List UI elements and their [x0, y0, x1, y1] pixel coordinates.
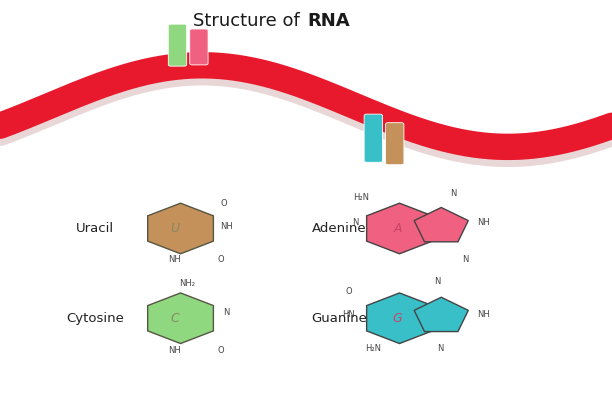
Text: NH₂: NH₂	[179, 279, 195, 288]
Text: N: N	[438, 344, 444, 353]
Text: Uracil: Uracil	[76, 222, 114, 235]
Text: Adenine: Adenine	[312, 222, 367, 235]
Text: RNA: RNA	[307, 12, 350, 30]
FancyBboxPatch shape	[168, 24, 187, 66]
Text: N: N	[223, 308, 230, 317]
Polygon shape	[414, 297, 468, 332]
FancyBboxPatch shape	[190, 29, 208, 65]
Text: U: U	[170, 222, 179, 235]
Text: C: C	[171, 312, 179, 325]
Text: NH: NH	[220, 222, 233, 231]
Text: A: A	[394, 222, 402, 235]
Text: Structure of: Structure of	[193, 12, 306, 30]
Text: Guanine: Guanine	[312, 312, 368, 325]
Text: N: N	[462, 255, 468, 264]
Text: Cytosine: Cytosine	[66, 312, 124, 325]
Text: NH: NH	[477, 218, 490, 227]
Text: O: O	[220, 200, 226, 208]
Text: NH: NH	[168, 255, 181, 264]
Text: NH: NH	[477, 310, 490, 319]
Text: H₂N: H₂N	[353, 193, 369, 202]
Polygon shape	[414, 208, 468, 242]
Text: O: O	[346, 287, 352, 296]
Polygon shape	[147, 203, 214, 254]
Text: N: N	[435, 277, 441, 286]
FancyBboxPatch shape	[386, 123, 404, 165]
Text: N: N	[352, 218, 358, 227]
Polygon shape	[147, 293, 214, 344]
Text: H₂N: H₂N	[365, 344, 381, 353]
Text: HN: HN	[343, 310, 355, 319]
Text: O: O	[217, 255, 223, 264]
FancyBboxPatch shape	[364, 114, 382, 162]
Text: O: O	[217, 346, 223, 355]
Text: NH: NH	[168, 346, 181, 355]
Polygon shape	[367, 293, 432, 344]
Text: N: N	[450, 189, 456, 198]
Text: G: G	[393, 312, 403, 325]
Polygon shape	[367, 203, 432, 254]
